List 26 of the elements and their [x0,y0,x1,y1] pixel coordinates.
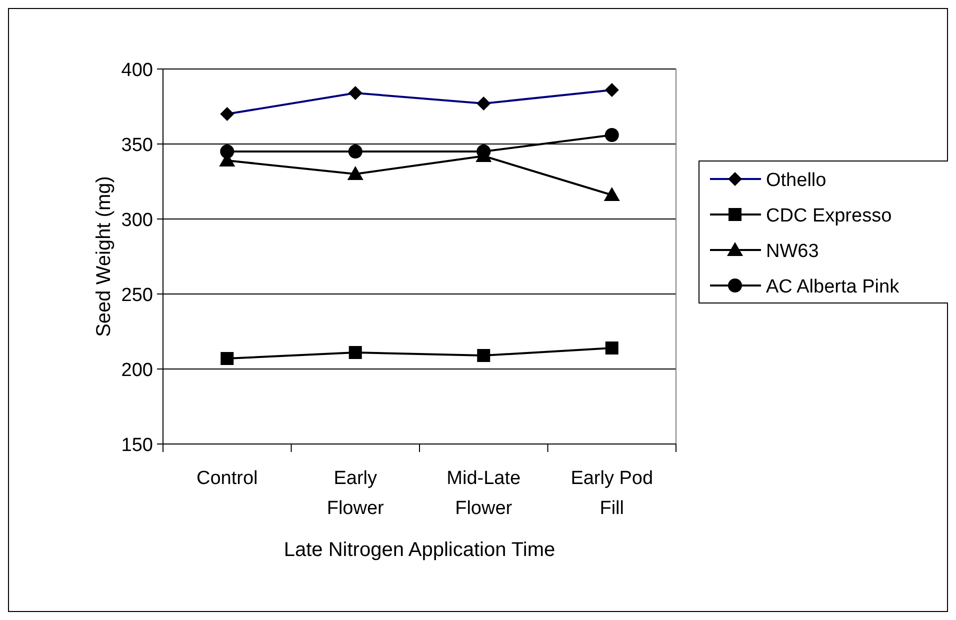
y-tick-label: 350 [121,135,153,156]
point [220,144,234,158]
legend-label: CDC Expresso [766,206,892,226]
point [220,352,234,365]
legend-label: AC Alberta Pink [766,276,900,298]
point [477,349,490,362]
y-tick-label: 200 [121,360,153,381]
point [348,346,362,359]
y-tick-label: 150 [121,435,153,456]
y-tick-label: 250 [121,285,153,306]
x-tick-label: Mid-Late Flower [446,468,521,519]
point [348,144,362,158]
y-axis-title: Seed Weight (mg) [93,176,115,337]
legend-label: Othello [766,170,826,191]
point [604,187,620,201]
y-tick-label: 400 [121,60,153,81]
y-tick-label: 300 [121,210,153,231]
x-tick-label: Early Flower [326,468,385,519]
x-axis-title: Late Nitrogen Application Time [284,539,556,561]
x-tick-label: Control [196,468,258,489]
legend-label: NW63 [766,241,819,262]
x-tick-label: Early Pod Fill [570,468,654,519]
point [347,166,364,180]
point [605,342,618,354]
point [604,128,619,142]
point [476,144,491,158]
